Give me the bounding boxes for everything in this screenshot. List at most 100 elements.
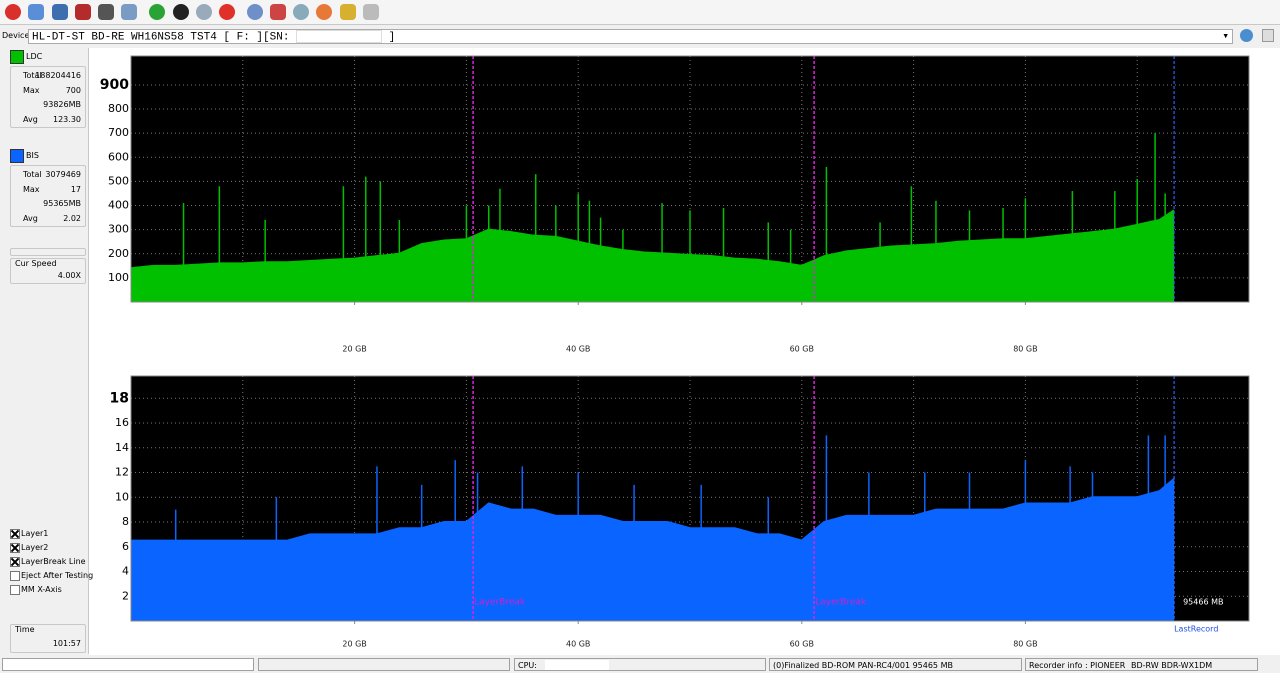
progress-bar [10, 248, 86, 256]
tool-button[interactable] [293, 4, 309, 20]
y-tick-label: 600 [108, 150, 129, 163]
device-name: HL-DT-ST BD-RE WH16NS58 TST4 [ F: ][SN: [32, 31, 290, 44]
y-tick-label: 10 [115, 490, 129, 503]
disc-info: (0)Finalized BD-ROM PAN-RC4/001 95465 MB [769, 658, 1022, 671]
cpu-label: CPU: [518, 661, 537, 670]
tool-button[interactable] [75, 4, 91, 20]
cpu-meter [545, 660, 609, 670]
option-label: Eject After Testing [21, 571, 94, 580]
tool-button[interactable] [98, 4, 114, 20]
tool-button[interactable] [247, 4, 263, 20]
save-button[interactable] [1262, 29, 1274, 42]
device-select[interactable]: HL-DT-ST BD-RE WH16NS58 TST4 [ F: ][SN: … [28, 29, 1233, 44]
x-tick-label: 40 GB [566, 345, 590, 354]
time-box: Time 101:57 [10, 624, 86, 653]
status-bar: CPU: (0)Finalized BD-ROM PAN-RC4/001 954… [0, 656, 1280, 673]
tool-button[interactable] [316, 4, 332, 20]
tool-button[interactable] [340, 4, 356, 20]
options: Layer1 Layer2 LayerBreak Line Eject After T… [6, 528, 93, 608]
stat-value: 2.02 [63, 213, 81, 223]
y-tick-label: 12 [115, 466, 129, 479]
status-field: CPU: [514, 658, 766, 671]
y-tick-label: 800 [108, 102, 129, 115]
stat-row: Max 17 [11, 184, 81, 196]
stat-value: 95365MB [43, 199, 81, 208]
stats-box: Total 3079469 Max 17 95365MB Avg 2.02 [10, 165, 86, 227]
layer-break-label: LayerBreak [815, 598, 867, 608]
area-fill [131, 478, 1175, 621]
device-close: ] [388, 31, 396, 44]
y-tick-label: 100 [108, 271, 129, 284]
option-label: MM X-Axis [21, 585, 62, 594]
speed-label: Cur Speed [15, 259, 57, 268]
legend-label: LDC [26, 52, 43, 61]
legend-swatch [10, 149, 24, 163]
recorder-label: Recorder info : PIONEER [1029, 661, 1126, 670]
stat-row: Avg 2.02 [11, 213, 81, 225]
refresh-button[interactable] [1240, 29, 1253, 42]
y-tick-label: 500 [108, 174, 129, 187]
stat-value: 188204416 [35, 71, 81, 80]
y-tick-label: 900 [100, 77, 129, 93]
tool-button[interactable] [219, 4, 235, 20]
checkbox[interactable] [10, 543, 20, 553]
option-label: Layer2 [21, 543, 49, 552]
tool-button[interactable] [28, 4, 44, 20]
tool-button[interactable] [363, 4, 379, 20]
stat-value: 700 [65, 85, 81, 95]
dropdown-arrow[interactable]: ▾ [1222, 31, 1229, 43]
tool-button[interactable] [270, 4, 286, 20]
status-field [2, 658, 254, 671]
stat-row: Total 3079469 [11, 169, 81, 181]
tool-button[interactable] [121, 4, 137, 20]
area-fill [131, 210, 1175, 302]
legend-swatch [10, 50, 24, 64]
y-tick-label: 8 [122, 515, 129, 528]
stat-label: Avg [23, 114, 38, 124]
stat-label: Avg [23, 213, 38, 223]
tool-button[interactable] [173, 4, 189, 20]
stat-row: 95365MB [11, 198, 81, 210]
recorder-info: Recorder info : PIONEER BD-RW BDR-WX1DM [1025, 658, 1258, 671]
y-tick-label: 4 [122, 565, 129, 578]
area-line [131, 477, 1175, 542]
x-tick-label: 20 GB [342, 640, 366, 649]
checkbox[interactable] [10, 557, 20, 567]
tool-button[interactable] [52, 4, 68, 20]
device-label: Device: [2, 31, 33, 40]
end-label: 95466 MB [1183, 598, 1223, 607]
tool-button[interactable] [196, 4, 212, 20]
tool-button[interactable] [149, 4, 165, 20]
x-tick-label: 60 GB [790, 345, 814, 354]
x-tick-label: 60 GB [790, 640, 814, 649]
stat-row: Max 700 [11, 85, 81, 97]
plot-frame [130, 375, 1250, 622]
tool-button[interactable] [5, 4, 21, 20]
stat-label: Total [23, 170, 42, 179]
toolbar [0, 0, 1280, 25]
stat-value: 93826MB [43, 100, 81, 109]
side-panel: LDC Total 188204416 Max 700 93826MB Avg 123.30… [6, 48, 93, 654]
y-tick-label: 700 [108, 126, 129, 139]
y-tick-label: 300 [108, 223, 129, 236]
stat-label: Max [23, 184, 40, 194]
x-tick-label: 80 GB [1013, 345, 1037, 354]
layer-break-label: LayerBreak [474, 598, 526, 608]
speed-value: 4.00X [57, 271, 81, 280]
stat-label: Max [23, 85, 40, 95]
checkbox[interactable] [10, 571, 20, 581]
checkbox[interactable] [10, 585, 20, 595]
checkbox[interactable] [10, 529, 20, 539]
option-label: LayerBreak Line [21, 557, 86, 566]
legend-label: BIS [26, 151, 39, 160]
x-tick-label: 20 GB [342, 345, 366, 354]
speed-box: Cur Speed 4.00X [10, 258, 86, 284]
x-tick-label: 80 GB [1013, 640, 1037, 649]
stats-box: Total 188204416 Max 700 93826MB Avg 123.30 [10, 66, 86, 128]
stat-row: Avg 123.30 [11, 114, 81, 126]
serial-field [296, 30, 383, 43]
option-label: Layer1 [21, 529, 49, 538]
y-tick-label: 6 [122, 540, 129, 553]
